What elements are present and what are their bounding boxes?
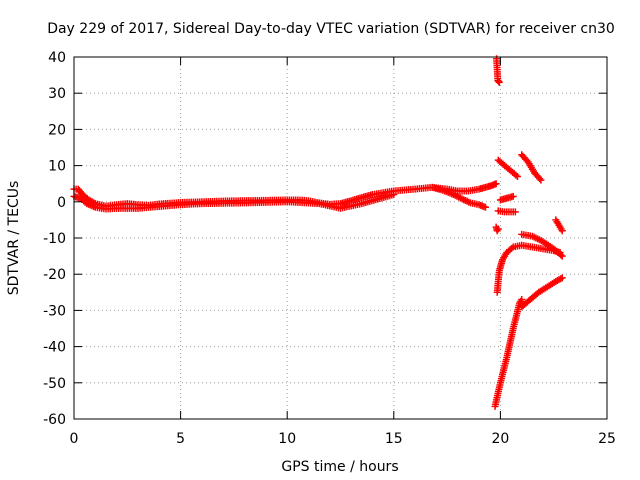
x-axis-label: GPS time / hours [281,459,398,475]
x-tick-label: 0 [70,431,79,447]
y-tick-label: -50 [43,376,66,392]
data-point [509,192,517,200]
data-point [558,274,566,282]
series-short-far-right [552,216,566,235]
chart-title: Day 229 of 2017, Sidereal Day-to-day VTE… [47,21,615,37]
series-steep-upper [518,151,545,184]
y-tick-label: -60 [43,412,66,428]
series-small-mid [496,192,517,204]
data-points [70,55,566,410]
data-point [536,175,544,183]
y-tick-label: 20 [48,122,66,138]
y-tick-label: -40 [43,340,66,356]
data-point [557,251,565,259]
y-tick-label: -20 [43,267,66,283]
data-point [558,252,566,260]
y-tick-label: -30 [43,303,66,319]
data-point [492,180,500,188]
data-point [537,176,545,184]
data-point [494,225,502,233]
y-tick-label: 40 [48,50,66,66]
y-tick-label: 30 [48,86,66,102]
data-point [511,208,519,216]
series-curve-B [518,230,566,260]
series-spread-lower [70,191,398,213]
x-tick-label: 25 [598,431,616,447]
data-point [390,191,398,199]
series-small-low [494,207,519,216]
data-point [481,203,489,211]
y-tick-label: -10 [43,231,66,247]
y-tick-label: 10 [48,159,66,175]
data-point [558,227,566,235]
series-descending-branch [428,183,489,211]
y-axis-label: SDTVAR / TECUs [6,181,22,296]
series-isolated-low [492,223,502,235]
series-curve-A [493,241,564,296]
series-lower-continuation [518,274,566,311]
data-point [495,78,503,86]
x-tick-label: 20 [491,431,509,447]
x-tick-label: 10 [278,431,296,447]
series-steep-lower [491,296,526,410]
data-point [513,172,521,180]
data-point [518,296,526,304]
series-spike-top [493,55,503,86]
y-tick-label: 0 [57,195,66,211]
series-short-upper [494,156,521,180]
x-tick-label: 15 [385,431,403,447]
x-tick-label: 5 [176,431,185,447]
